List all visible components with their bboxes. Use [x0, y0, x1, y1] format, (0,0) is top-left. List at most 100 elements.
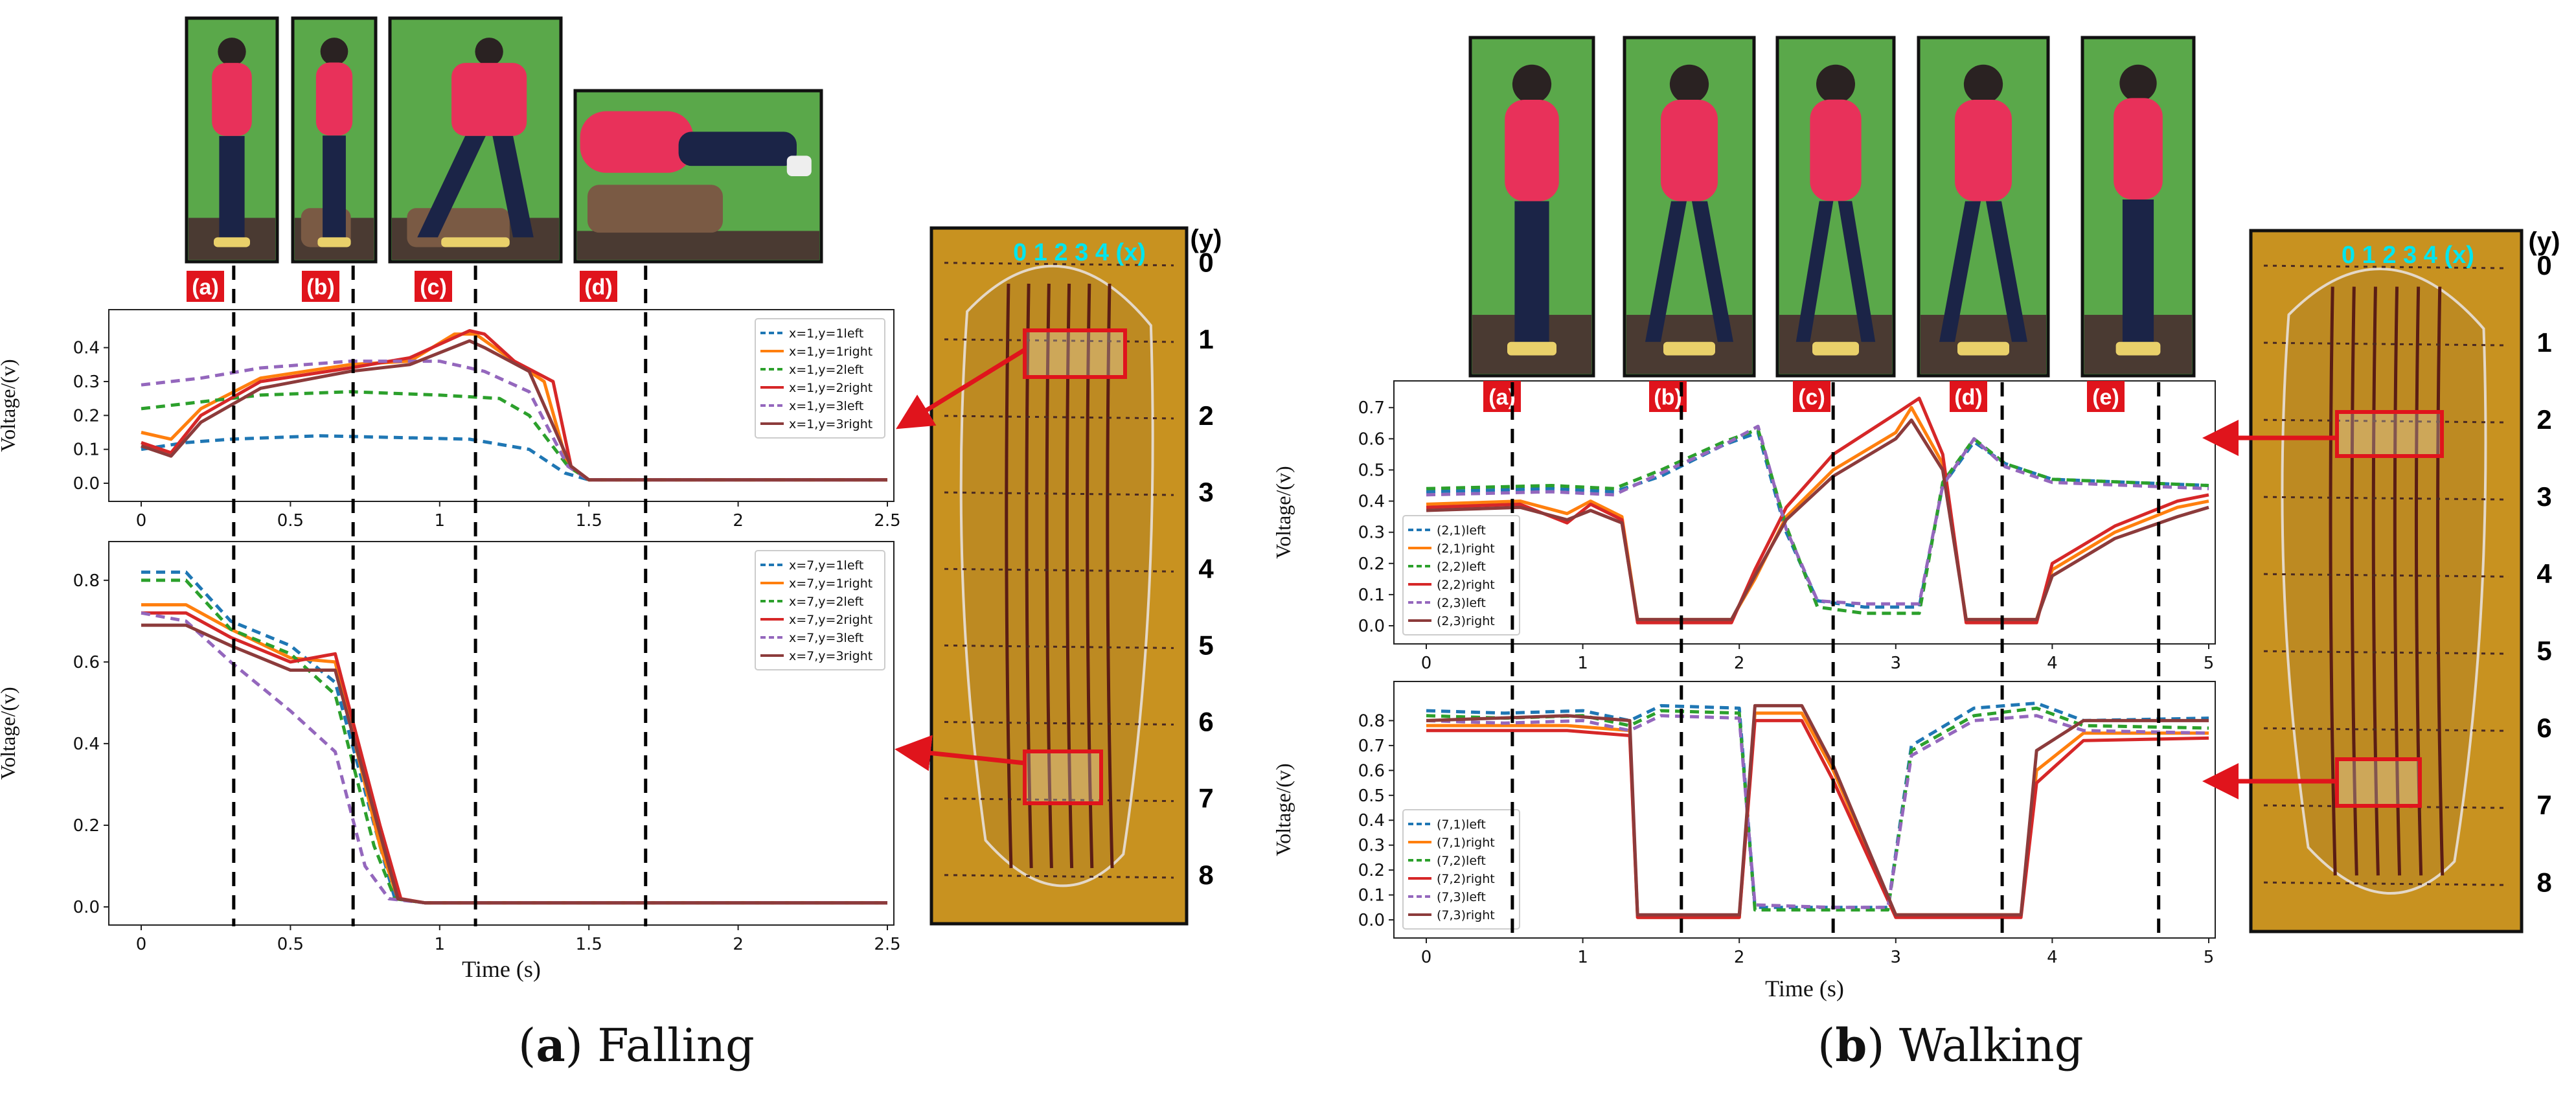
plot-0-1-ylabel: Voltage/(v)	[0, 687, 19, 779]
insole-0-highlight-1	[1023, 749, 1103, 805]
insole-0-wire-row-2	[944, 415, 1174, 420]
photo-0-1-head	[320, 38, 348, 65]
photo-1-2-head	[1816, 64, 1855, 104]
plot-1-0-ylabel: Voltage/(v)	[1271, 466, 1295, 558]
plot-0-0-series-5	[141, 339, 887, 482]
caption-a: (a) Falling	[518, 1018, 755, 1072]
photo-1-4-legs	[2122, 199, 2154, 342]
caption-a-text: Falling	[582, 1019, 755, 1072]
insole-0-row-label-6: 6	[1198, 707, 1213, 737]
plot-1-1-xtick-label-2: 2	[1734, 948, 1745, 967]
plot-1-0-legend-label-0: (2,1)left	[1437, 523, 1486, 538]
photo-1-3-leg-right	[1986, 201, 2027, 342]
insole-1-row-label-8: 8	[2536, 867, 2551, 897]
plot-0-0-series-4	[141, 360, 887, 482]
insole-1-wire-col-1	[2350, 286, 2358, 876]
photo-1-1-head	[1669, 64, 1709, 104]
plot-0-1-xtick-label-2: 1	[435, 935, 446, 954]
photo-0-0-head	[218, 38, 246, 66]
caption-a-letter: a	[536, 1018, 565, 1072]
plot-0-0-xtick-label-2: 1	[435, 511, 446, 531]
photo-0-1-legs	[323, 135, 346, 238]
insole-0-row-label-4: 4	[1198, 553, 1214, 584]
plot-0-0-legend-label-4: x=1,y=3left	[789, 399, 863, 413]
plot-0-0-ytick-label-0: 0.0	[73, 474, 100, 494]
photo-1-3-jacket	[1955, 99, 2012, 201]
frame-label-1-2-box	[1793, 381, 1830, 412]
insole-1-row-label-2: 2	[2536, 404, 2551, 435]
photo-0-0-jacket	[212, 63, 252, 136]
insole-0-x-axis-label: 0 1 2 3 4 (x)	[1013, 239, 1146, 266]
photo-0-3-jacket	[580, 111, 694, 173]
photo-0-2-jacket	[451, 63, 527, 136]
insole-0-wire-col-2	[1045, 283, 1053, 869]
plot-1-1-legend-box	[1402, 809, 1520, 930]
photo-0-2-leg-right	[492, 135, 534, 238]
photo-frame-0-2	[388, 16, 563, 264]
plot-0-1-legend-label-2: x=7,y=2left	[789, 595, 863, 609]
frame-label-0-1: (b)	[306, 275, 334, 299]
plot-1-0-ytick-label-4: 0.4	[1358, 492, 1385, 512]
plot-0-0-xtick-label-4: 2	[733, 511, 744, 531]
plot-0-1-ytick-label-4: 0.8	[73, 571, 100, 591]
insole-0-wire-row-4	[944, 567, 1174, 573]
plot-1-1-ytick-label-6: 0.6	[1358, 761, 1385, 781]
photo-1-3-head	[1963, 64, 2003, 104]
plot-0-1-xtick-label-3: 1.5	[576, 935, 602, 954]
insole-1-row-label-4: 4	[2536, 558, 2552, 589]
photo-0-0-shoes	[214, 237, 250, 247]
plot-0-1-ytick-label-3: 0.6	[73, 653, 100, 672]
insole-0-wire-row-0	[944, 262, 1174, 267]
photo-0-2-leg-left	[417, 135, 486, 238]
photo-1-4-shoes	[2115, 341, 2161, 356]
plot-0-0-legend-label-3: x=1,y=2right	[789, 381, 872, 395]
photo-1-0-legs	[1514, 201, 1549, 342]
insole-1-row-label-1: 1	[2536, 327, 2551, 358]
photo-0-3-legs	[678, 132, 797, 166]
frame-label-1-2: (c)	[1798, 385, 1825, 409]
photo-1-2-leg-left	[1795, 201, 1834, 342]
plot-1-0-frame	[1393, 380, 2216, 645]
plot-0-1-legend-label-3: x=7,y=2right	[789, 613, 872, 627]
plot-1-0-xtick-label-1: 1	[1577, 654, 1588, 673]
plot-0-1-ytick-label-1: 0.2	[73, 816, 100, 836]
insole-0-row-label-7: 7	[1198, 783, 1213, 814]
photo-1-2-jacket	[1810, 99, 1862, 201]
insole-1-wire-col-0	[2329, 286, 2337, 876]
insole-0-wire-row-6	[944, 721, 1174, 726]
plot-1-0-xtick-label-4: 4	[2047, 654, 2058, 673]
photo-0-0-legs	[219, 135, 245, 238]
insole-0-row-label-8: 8	[1198, 860, 1213, 890]
frame-label-1-4-box	[2087, 381, 2125, 412]
plot-1-1-ytick-label-0: 0.0	[1358, 911, 1385, 930]
plot-1-0-ytick-label-3: 0.3	[1358, 523, 1385, 543]
frame-label-1-0-box	[1483, 381, 1521, 412]
insole-0-y-axis-label: (y)	[1191, 225, 1222, 253]
insole-1-wire-col-5	[2436, 286, 2445, 876]
plot-0-1-xtick-label-0: 0	[136, 935, 147, 954]
plot-layer: 0 0.5 1 1.5 2 2.5 0.0 0.1 0.2 0.3 0.4 Voltage/(v) x=…	[0, 309, 2216, 1001]
plot-0-1-legend-label-0: x=7,y=1left	[789, 558, 863, 573]
plot-1-0-legend-box	[1402, 515, 1520, 635]
photo-1-3-leg-left	[1939, 201, 1981, 342]
photo-1-3-shoes	[1957, 341, 2009, 356]
plot-0-1-legend-label-4: x=7,y=3left	[789, 631, 863, 645]
plot-1-0-ytick-label-6: 0.6	[1358, 429, 1385, 449]
plot-0-0-legend-label-0: x=1,y=1left	[789, 326, 863, 341]
plot-1-0-series-4	[1426, 424, 2209, 606]
plot-1-1-ytick-label-1: 0.1	[1358, 886, 1385, 906]
plot-0-0-legend-box	[755, 318, 885, 439]
insole-1-y-axis-label: (y)	[2529, 227, 2560, 256]
plot-0-1-xtick-label-5: 2.5	[874, 935, 900, 954]
plot-0-1: 0 0.5 1 1.5 2 2.5 0.0 0.2 0.4 0.6 0.8 Voltage/(v) Ti…	[0, 541, 901, 982]
frame-label-0-2-box	[415, 271, 452, 302]
insole-0-row-label-3: 3	[1198, 477, 1213, 507]
frame-label-0-3: (d)	[584, 275, 612, 299]
plot-1-1-legend-label-4: (7,3)left	[1437, 890, 1486, 904]
photo-0-3-shoe	[786, 155, 812, 176]
plot-1-1-xtick-label-5: 5	[2204, 948, 2215, 967]
insole-0-wire-col-4	[1086, 283, 1094, 869]
plot-0-1-legend-box	[755, 550, 885, 670]
plot-1-1-xtick-label-1: 1	[1577, 948, 1588, 967]
